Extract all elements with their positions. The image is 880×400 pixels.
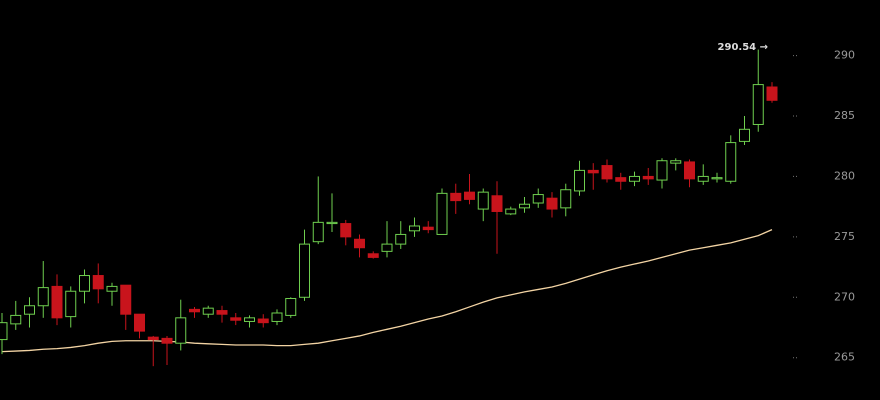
- candle-body: [670, 160, 682, 164]
- y-tick-label: 285: [834, 109, 855, 122]
- candle-body: [230, 317, 242, 321]
- candle-body: [436, 192, 448, 235]
- candle-body: [491, 195, 503, 212]
- candle-body: [0, 322, 8, 341]
- candle-body: [546, 197, 558, 210]
- candle-body: [326, 221, 338, 225]
- candle-body: [642, 175, 654, 180]
- candle-body: [244, 317, 255, 322]
- candle-body: [24, 305, 35, 315]
- candle-body: [422, 226, 434, 231]
- candle-body: [615, 177, 627, 182]
- candle-body: [92, 275, 104, 290]
- candle-body: [106, 285, 118, 292]
- candle-body: [587, 169, 599, 174]
- moving-average-line: [1, 229, 773, 353]
- candle-body: [120, 284, 132, 315]
- candle-body: [51, 285, 63, 319]
- candle-body: [175, 317, 187, 344]
- candle-body: [629, 175, 640, 182]
- candle-body: [711, 177, 723, 180]
- candle-body: [312, 221, 324, 243]
- y-tick-label: 280: [834, 169, 855, 182]
- candle-body: [10, 314, 22, 325]
- candle-body: [134, 313, 145, 332]
- candle-body: [340, 223, 352, 238]
- candle-body: [354, 238, 365, 249]
- candle-body: [601, 165, 613, 180]
- candle-body: [189, 308, 200, 313]
- candle-body: [684, 161, 695, 180]
- candle-body: [656, 160, 668, 181]
- candle-body: [766, 86, 778, 101]
- y-tick-label: 265: [834, 351, 855, 364]
- candle-body: [725, 142, 737, 182]
- candle-body: [299, 243, 310, 298]
- candle-body: [367, 253, 379, 258]
- candle-body: [257, 318, 269, 324]
- candle-body: [271, 312, 283, 322]
- candle-body: [65, 290, 77, 318]
- candle-body: [395, 233, 407, 245]
- candle-body: [560, 189, 572, 209]
- candle-body: [464, 191, 475, 200]
- candle-body: [477, 191, 489, 210]
- candle-body: [519, 203, 530, 209]
- candle-body: [409, 225, 420, 232]
- candle-body: [216, 310, 228, 315]
- candle-body: [697, 175, 709, 182]
- candle-body: [505, 208, 517, 215]
- candle-body: [79, 275, 90, 292]
- last-price-label: 290.54 →: [718, 42, 768, 53]
- candle-body: [752, 84, 764, 125]
- candle-body: [202, 307, 214, 315]
- candle-body: [450, 192, 462, 202]
- y-tick-label: 290: [834, 49, 855, 62]
- candle-body: [574, 169, 585, 192]
- y-tick-label: 270: [834, 290, 855, 303]
- candle-body: [161, 337, 173, 344]
- candle-body: [37, 287, 49, 307]
- candle-body: [285, 297, 297, 316]
- candle-body: [381, 243, 393, 252]
- candle-body: [147, 336, 159, 341]
- candle-body: [739, 128, 750, 142]
- candle-body: [532, 194, 544, 204]
- y-tick-label: 275: [834, 230, 855, 243]
